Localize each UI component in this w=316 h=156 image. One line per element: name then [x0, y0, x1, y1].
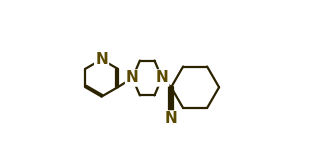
- Text: N: N: [155, 71, 168, 85]
- Text: N: N: [95, 52, 108, 67]
- Text: N: N: [126, 71, 139, 85]
- Text: N: N: [165, 112, 178, 127]
